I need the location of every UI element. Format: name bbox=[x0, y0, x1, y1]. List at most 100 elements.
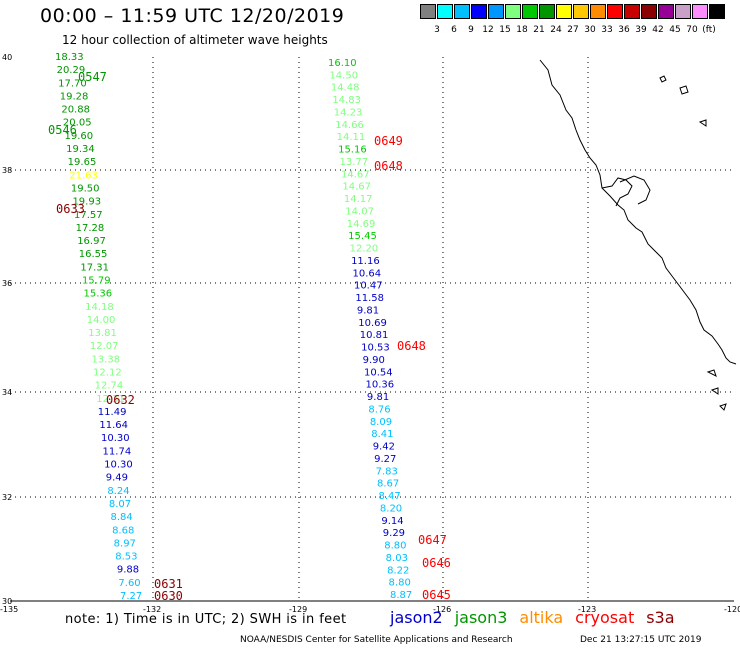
legend-swatch bbox=[488, 4, 504, 19]
lat-lon-grid bbox=[10, 57, 734, 602]
legend-swatch bbox=[675, 4, 691, 19]
lon-label: -126 bbox=[433, 605, 451, 614]
wave-height-value: 8.67 bbox=[377, 479, 399, 490]
wave-height-value: 8.47 bbox=[378, 491, 400, 502]
legend-label: 3 bbox=[434, 25, 440, 35]
wave-height-value: 10.69 bbox=[358, 318, 387, 329]
wave-height-value: 8.84 bbox=[110, 512, 132, 523]
wave-height-value: 9.81 bbox=[367, 392, 389, 403]
lon-label: -120 bbox=[724, 605, 740, 614]
wave-height-value: 14.66 bbox=[335, 120, 364, 131]
lat-label: 36 bbox=[2, 279, 12, 288]
legend-swatch bbox=[590, 4, 606, 19]
sf-bay bbox=[601, 177, 633, 207]
legend-swatch bbox=[624, 4, 640, 19]
wave-height-value: 7.83 bbox=[376, 466, 398, 477]
wave-height-value: 7.27 bbox=[120, 591, 142, 602]
wave-height-value: 8.76 bbox=[368, 404, 390, 415]
wave-height-value: 9.90 bbox=[363, 355, 385, 366]
satellite-jason2: jason2 bbox=[390, 608, 443, 627]
wave-height-value: 9.14 bbox=[381, 516, 403, 527]
legend-label: 27 bbox=[567, 25, 579, 35]
pass-time-label: 0647 bbox=[418, 533, 447, 547]
wave-height-value: 9.27 bbox=[374, 454, 396, 465]
track-left: 18.33 20.29 17.70 19.28 20.88 20.05 19.60 19.34… bbox=[55, 52, 142, 602]
legend-swatch bbox=[471, 4, 487, 19]
legend-swatch bbox=[641, 4, 657, 19]
wave-height-value: 16.10 bbox=[328, 58, 357, 69]
legend-label: 15 bbox=[499, 25, 511, 35]
axis-labels: 40 38 36 34 32 30-135 -132 -129 -126 -123 -120 bbox=[0, 53, 740, 614]
wave-height-value: 15.45 bbox=[348, 231, 377, 242]
wave-height-value: 8.80 bbox=[384, 541, 406, 552]
wave-height-value: 7.60 bbox=[118, 578, 140, 589]
legend-swatch bbox=[692, 4, 708, 19]
wave-height-value: 9.49 bbox=[106, 473, 128, 484]
legend-label: 36 bbox=[618, 25, 630, 35]
wave-height-value: 20.29 bbox=[57, 65, 86, 76]
legend-swatch bbox=[658, 4, 674, 19]
wave-height-value: 9.29 bbox=[383, 528, 405, 539]
wave-height-value: 8.41 bbox=[371, 429, 393, 440]
wave-height-value: 11.74 bbox=[103, 446, 132, 457]
wave-height-value: 19.34 bbox=[66, 144, 95, 155]
wave-height-value: 20.88 bbox=[61, 105, 90, 116]
channel-island-6 bbox=[719, 403, 727, 411]
pass-time-label: 0648 bbox=[397, 339, 426, 353]
legend-swatch bbox=[709, 4, 725, 19]
time-labels-right: 0649 0648 0648 0647 0646 0645 bbox=[374, 134, 451, 602]
wave-height-value: 15.16 bbox=[338, 145, 367, 156]
wave-height-value: 21.63 bbox=[69, 170, 98, 181]
pass-time-label: 0630 bbox=[154, 589, 183, 603]
legend-swatch bbox=[539, 4, 555, 19]
legend-swatch bbox=[437, 4, 453, 19]
satellite-altika: altika bbox=[519, 608, 564, 627]
wave-height-value: 8.09 bbox=[370, 417, 392, 428]
legend-label: 6 bbox=[451, 25, 457, 35]
wave-height-value: 8.20 bbox=[380, 503, 402, 514]
wave-height-value: 17.28 bbox=[76, 223, 105, 234]
legend-label: 21 bbox=[533, 25, 545, 35]
legend-swatch bbox=[607, 4, 623, 19]
wave-height-value: 9.42 bbox=[373, 442, 395, 453]
legend-swatch bbox=[505, 4, 521, 19]
lon-label: -129 bbox=[289, 605, 307, 614]
wave-height-value: 9.81 bbox=[357, 305, 379, 316]
wave-height-value: 8.53 bbox=[115, 552, 137, 563]
wave-height-value: 17.57 bbox=[74, 210, 103, 221]
wave-height-value: 12.74 bbox=[95, 381, 124, 392]
coastline bbox=[539, 59, 737, 411]
wave-height-value: 18.33 bbox=[55, 52, 84, 63]
footer-source: NOAA/NESDIS Center for Satellite Applica… bbox=[240, 635, 513, 645]
wave-height-value: 10.54 bbox=[364, 367, 393, 378]
channel-island-4 bbox=[706, 369, 717, 377]
wave-height-value: 14.17 bbox=[344, 194, 373, 205]
lat-label: 34 bbox=[2, 388, 12, 397]
wave-height-value: 14.69 bbox=[347, 219, 376, 230]
wave-height-value: 14.18 bbox=[85, 302, 114, 313]
legend-label: 33 bbox=[601, 25, 613, 35]
footer-note: note: 1) Time is in UTC; 2) SWH is in fe… bbox=[65, 612, 347, 627]
wave-height-value: 8.68 bbox=[112, 525, 134, 536]
wave-height-value: 14.83 bbox=[332, 95, 361, 106]
wave-height-value: 12.12 bbox=[93, 368, 122, 379]
wave-height-value: 16.55 bbox=[79, 249, 108, 260]
legend-label: 42 bbox=[652, 25, 664, 35]
wave-height-value: 19.28 bbox=[60, 91, 89, 102]
map-subtitle: 12 hour collection of altimeter wave hei… bbox=[62, 33, 328, 47]
wave-height-value: 16.97 bbox=[77, 236, 106, 247]
lat-label: 32 bbox=[2, 493, 12, 502]
wave-height-value: 12.31 bbox=[96, 394, 125, 405]
lon-label: -135 bbox=[0, 605, 18, 614]
wave-height-value: 14.11 bbox=[337, 132, 366, 143]
wave-height-value: 13.38 bbox=[91, 354, 120, 365]
legend-label: 30 bbox=[584, 25, 596, 35]
wave-height-value: 19.50 bbox=[71, 183, 100, 194]
lat-label: 40 bbox=[2, 53, 12, 62]
legend-swatch bbox=[522, 4, 538, 19]
lat-label: 38 bbox=[2, 166, 12, 175]
legend-swatch bbox=[454, 4, 470, 19]
satellite-legend: jason2 jason3 altika cryosat s3a bbox=[390, 608, 687, 627]
